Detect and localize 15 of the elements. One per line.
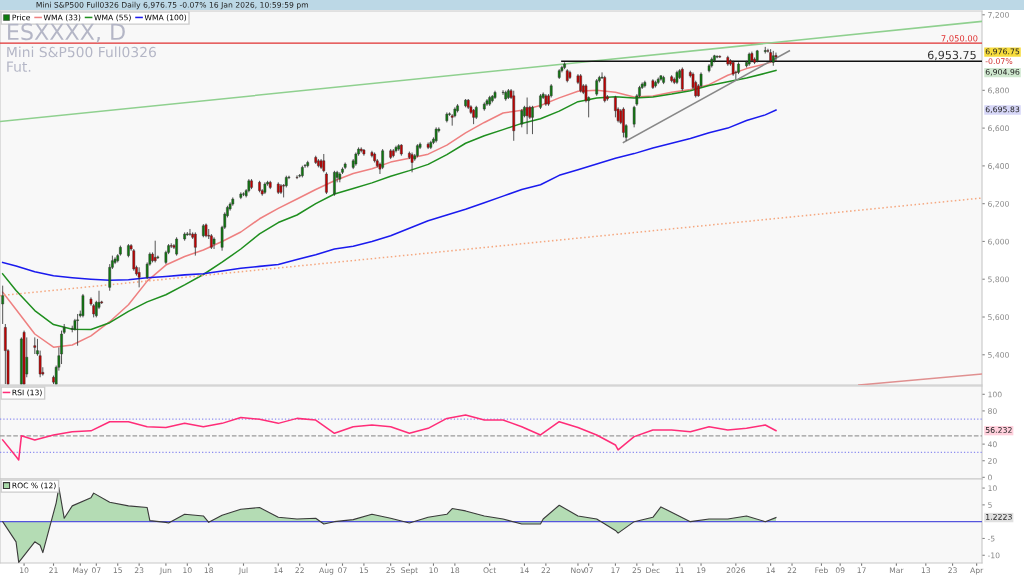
candlestick bbox=[632, 105, 636, 128]
candlestick bbox=[212, 236, 216, 250]
annotation: 6,953.75 bbox=[927, 50, 976, 61]
candlestick bbox=[381, 148, 384, 170]
candlestick bbox=[175, 236, 178, 257]
candlestick bbox=[333, 170, 336, 197]
candlestick bbox=[325, 171, 328, 195]
annotation: Mini S&P500 Full0326 bbox=[7, 46, 156, 58]
line-series bbox=[1, 414, 777, 461]
ref-line-label: 7,050.00 bbox=[941, 35, 978, 43]
candlestick bbox=[1, 285, 4, 325]
candlestick bbox=[132, 248, 136, 272]
annotation: ESXXXX, D bbox=[8, 23, 125, 43]
annotation: Fut. bbox=[7, 61, 31, 72]
candlestick bbox=[614, 95, 617, 118]
